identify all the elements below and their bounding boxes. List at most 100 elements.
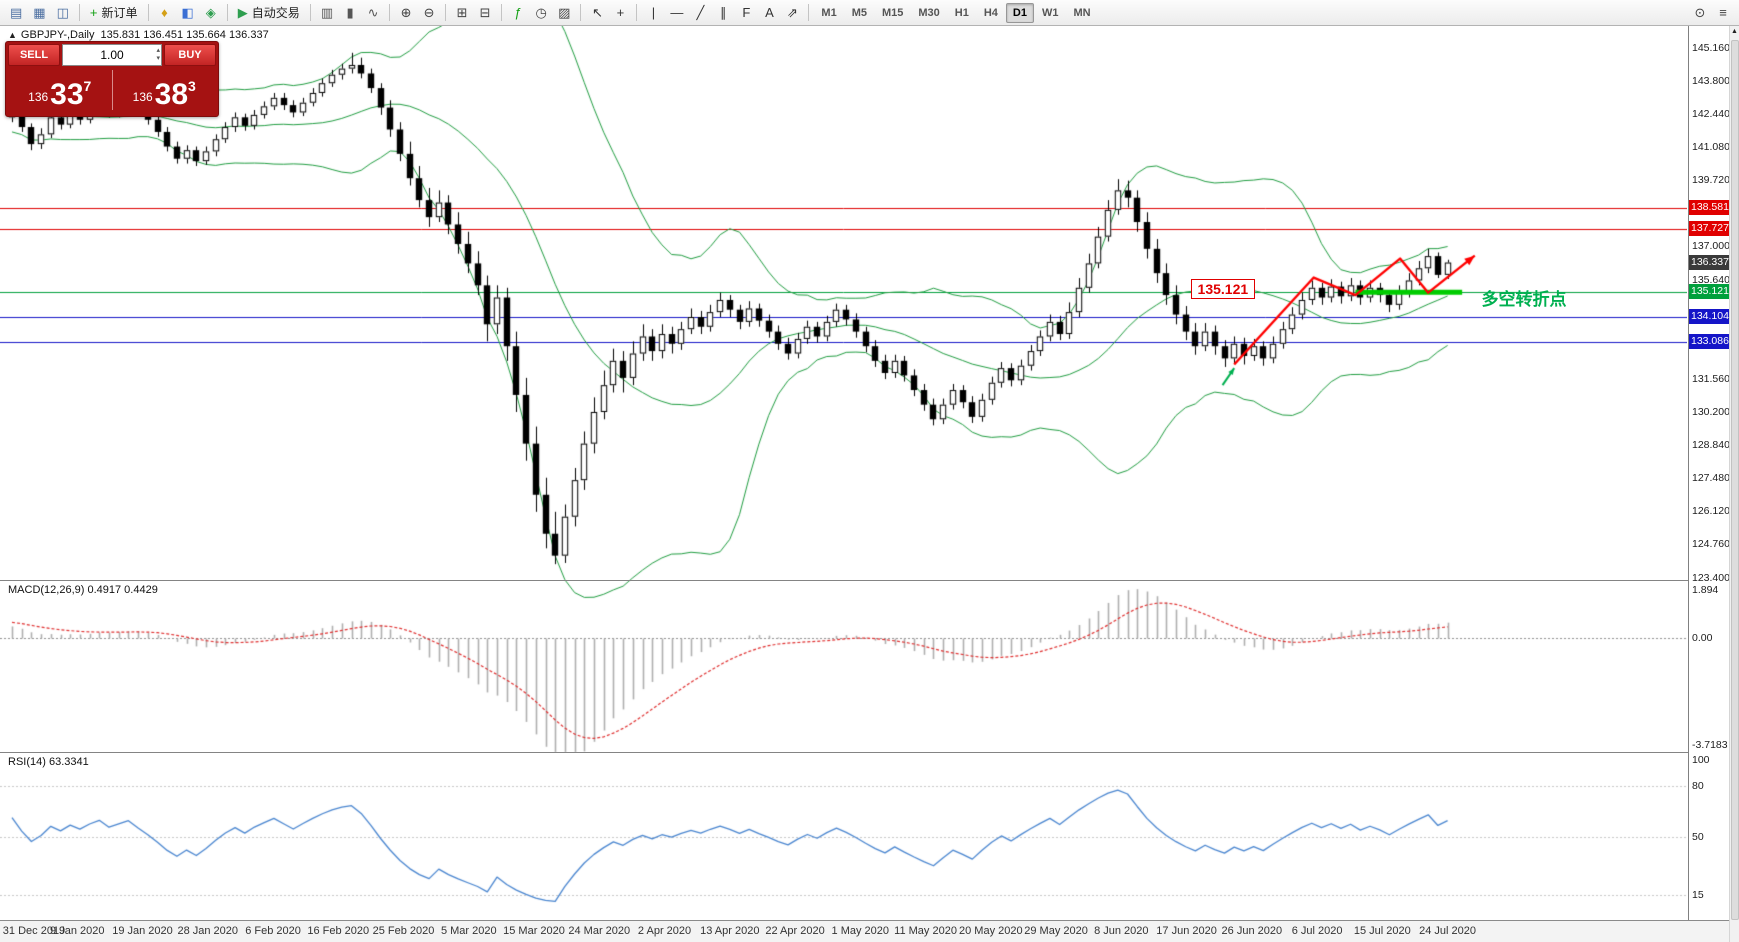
one-click-trading-panel: SELL 1.00 ▴ ▾ BUY 136 33 7 136 38 3 bbox=[5, 41, 219, 117]
date-label: 17 Jun 2020 bbox=[1156, 925, 1217, 937]
chart-area: ▲ GBPJPY-,Daily 135.831 136.451 135.664 13… bbox=[0, 26, 1739, 942]
toolbar-separator bbox=[501, 4, 503, 21]
navigator-icon[interactable]: ◈ bbox=[200, 3, 222, 23]
buy-button[interactable]: BUY bbox=[164, 44, 216, 66]
vertical-line-icon[interactable]: | bbox=[642, 3, 664, 23]
volume-field[interactable]: 1.00 ▴ ▾ bbox=[62, 44, 162, 66]
toolbar-separator bbox=[389, 4, 391, 21]
fibonacci-icon[interactable]: F bbox=[735, 3, 757, 23]
chart-window-icon[interactable]: ◫ bbox=[52, 3, 74, 23]
price-tick: 137.000 bbox=[1692, 240, 1730, 253]
ask-big-digits: 38 bbox=[154, 78, 189, 111]
timeframe-H1[interactable]: H1 bbox=[954, 6, 969, 19]
macd-label: MACD(12,26,9) 0.4917 0.4429 bbox=[8, 584, 158, 596]
text-icon: A bbox=[765, 5, 774, 20]
timeframe-M15[interactable]: M15 bbox=[881, 6, 904, 19]
navigator-icon: ◈ bbox=[205, 5, 216, 20]
zoom-out-icon[interactable]: ⊖ bbox=[418, 3, 440, 23]
panels-icon[interactable]: ≡ bbox=[1712, 3, 1734, 23]
zoom-in-icon[interactable]: ⊕ bbox=[395, 3, 417, 23]
spinner-down-icon[interactable]: ▾ bbox=[156, 55, 160, 62]
rsi-axis-label: 100 bbox=[1692, 754, 1710, 766]
search-icon: ⊙ bbox=[1694, 5, 1706, 20]
profiles-icon[interactable]: ▦ bbox=[28, 3, 50, 23]
spinner-up-icon[interactable]: ▴ bbox=[156, 47, 160, 54]
symbol-period-label: GBPJPY-,Daily bbox=[20, 29, 95, 41]
channel-icon[interactable]: ∥ bbox=[712, 3, 734, 23]
pane-separator[interactable] bbox=[0, 752, 1729, 753]
search-icon[interactable]: ⊙ bbox=[1689, 3, 1711, 23]
market-watch-icon[interactable]: ♦ bbox=[154, 3, 176, 23]
arrows-icon[interactable]: ⇗ bbox=[781, 3, 803, 23]
price-level-badge: 134.104 bbox=[1689, 308, 1730, 324]
new-order-button-label: 新订单 bbox=[101, 6, 138, 20]
scrollbar-thumb[interactable] bbox=[1731, 40, 1739, 920]
data-window-icon[interactable]: ◧ bbox=[177, 3, 199, 23]
arrows-icon: ⇗ bbox=[786, 5, 798, 20]
bid-price[interactable]: 136 33 7 bbox=[8, 66, 112, 114]
ask-price[interactable]: 136 38 3 bbox=[113, 66, 217, 114]
candlestick-icon[interactable]: ▮ bbox=[339, 3, 361, 23]
profiles-icon: ▦ bbox=[33, 5, 46, 20]
horizontal-line-icon[interactable]: ― bbox=[665, 3, 688, 23]
date-label: 13 Apr 2020 bbox=[700, 925, 760, 937]
timeframe-M30[interactable]: M30 bbox=[918, 6, 940, 19]
toolbar-separator bbox=[147, 4, 149, 21]
autotrading-button[interactable]: ▶ 自动交易 bbox=[233, 3, 305, 23]
ohlc-values: 135.831 136.451 135.664 136.337 bbox=[100, 29, 269, 41]
scrollbar[interactable]: ▲ bbox=[1729, 26, 1739, 942]
zoom-out-icon: ⊖ bbox=[423, 5, 435, 20]
toolbar-separator bbox=[226, 4, 228, 21]
volume-value[interactable]: 1.00 bbox=[100, 48, 124, 62]
pane-separator[interactable] bbox=[0, 580, 1729, 581]
trendline-icon[interactable]: ╱ bbox=[689, 3, 711, 23]
collapse-arrow-icon[interactable]: ▲ bbox=[8, 30, 17, 40]
scroll-up-icon[interactable]: ▲ bbox=[1731, 28, 1738, 35]
toolbar-separator bbox=[309, 4, 311, 21]
arrange-windows-icon[interactable]: ⊟ bbox=[474, 3, 496, 23]
tile-windows-icon[interactable]: ⊞ bbox=[451, 3, 473, 23]
crosshair-icon: + bbox=[616, 5, 625, 20]
tile-windows-icon: ⊞ bbox=[456, 5, 468, 20]
timeframe-MN[interactable]: MN bbox=[1073, 6, 1091, 19]
channel-icon: ∥ bbox=[720, 5, 727, 20]
volume-spinner[interactable]: ▴ ▾ bbox=[156, 45, 160, 65]
timeframe-D1[interactable]: D1 bbox=[1005, 2, 1034, 23]
new-order-button[interactable]: + 新订单 bbox=[85, 3, 143, 23]
date-label: 1 May 2020 bbox=[831, 925, 890, 937]
data-window-icon: ◧ bbox=[181, 5, 194, 20]
bar-chart-icon[interactable]: ▥ bbox=[316, 3, 338, 23]
market-watch-icon: ♦ bbox=[161, 5, 168, 20]
date-label: 24 Jul 2020 bbox=[1419, 925, 1477, 937]
timeframe-M1[interactable]: M1 bbox=[821, 6, 837, 19]
rsi-label: RSI(14) 63.3341 bbox=[8, 756, 89, 768]
cursor-icon: ↖ bbox=[591, 5, 603, 20]
crosshair-icon[interactable]: + bbox=[609, 3, 631, 23]
price-tick: 145.160 bbox=[1692, 41, 1730, 54]
price-annotation[interactable]: 135.121 bbox=[1190, 279, 1256, 300]
new-order-icon: + bbox=[89, 5, 98, 20]
turning-point-label[interactable]: 多空转折点 bbox=[1481, 290, 1567, 310]
indicators-icon[interactable]: ƒ bbox=[507, 3, 529, 23]
line-chart-icon[interactable]: ∿ bbox=[362, 3, 384, 23]
rsi-axis-label: 80 bbox=[1692, 780, 1704, 793]
timeframe-M5[interactable]: M5 bbox=[851, 6, 867, 19]
price-level-badge: 137.727 bbox=[1689, 220, 1730, 236]
timeframe-H4[interactable]: H4 bbox=[983, 6, 998, 19]
panels-icon: ≡ bbox=[1719, 5, 1727, 20]
date-label: 25 Feb 2020 bbox=[372, 925, 435, 937]
timeframe-W1[interactable]: W1 bbox=[1041, 6, 1059, 19]
date-label: 6 Jul 2020 bbox=[1291, 925, 1343, 937]
templates-icon[interactable]: ▨ bbox=[553, 3, 575, 23]
date-label: 6 Feb 2020 bbox=[245, 925, 301, 937]
new-chart-icon[interactable]: ▤ bbox=[5, 3, 27, 23]
periods-icon[interactable]: ◷ bbox=[530, 3, 552, 23]
toolbar-separator bbox=[445, 4, 447, 21]
price-tick: 126.120 bbox=[1692, 505, 1730, 518]
text-icon[interactable]: A bbox=[758, 3, 780, 23]
price-divider bbox=[111, 70, 113, 110]
cursor-icon[interactable]: ↖ bbox=[586, 3, 608, 23]
chart-canvas[interactable] bbox=[0, 26, 1687, 920]
sell-button[interactable]: SELL bbox=[8, 44, 60, 66]
date-label: 15 Mar 2020 bbox=[503, 925, 565, 937]
